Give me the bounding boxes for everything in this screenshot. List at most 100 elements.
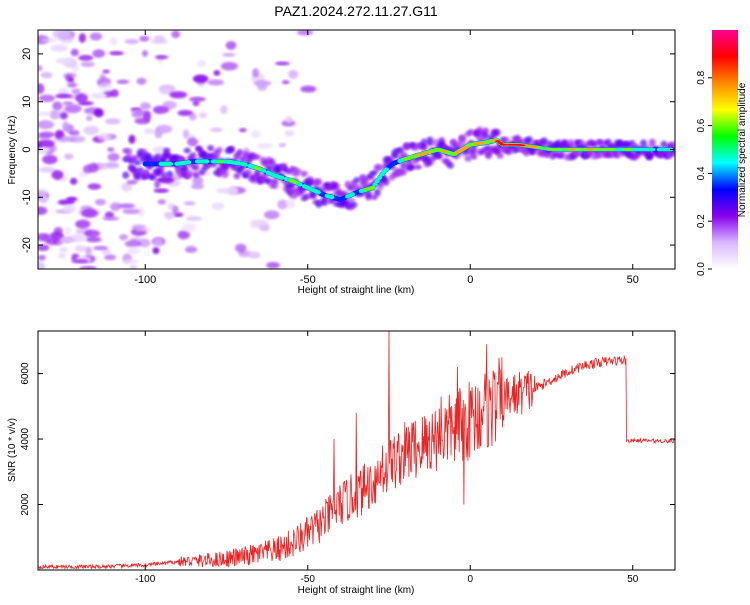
spectral-blob bbox=[408, 164, 416, 170]
spectral-blob bbox=[238, 128, 247, 133]
spectral-blob bbox=[82, 164, 93, 174]
spectral-blob bbox=[38, 260, 44, 269]
spectral-blob bbox=[127, 247, 141, 255]
spectral-blob bbox=[256, 81, 268, 91]
spectral-blob bbox=[285, 116, 293, 123]
spectral-blob bbox=[588, 148, 594, 151]
spectral-blob bbox=[89, 32, 103, 41]
spectral-blob bbox=[590, 140, 598, 147]
colorbar-ticks: 0.0 0.2 0.4 0.6 0.8 bbox=[696, 70, 712, 276]
spectral-blob bbox=[236, 148, 244, 156]
spectral-blob bbox=[403, 142, 411, 151]
spectral-blob bbox=[329, 194, 335, 200]
spectral-blob bbox=[133, 160, 141, 166]
spectral-blob bbox=[266, 262, 280, 269]
spectral-blob bbox=[520, 144, 526, 147]
x-tick-label: 50 bbox=[627, 274, 639, 286]
spectral-blob bbox=[649, 147, 656, 152]
spectral-blob bbox=[136, 207, 145, 217]
spectral-blob bbox=[177, 110, 194, 116]
spectral-blob bbox=[38, 233, 50, 242]
spectral-blob bbox=[109, 51, 124, 56]
snr-x-label: Height of straight line (km) bbox=[298, 585, 415, 596]
spectral-blob bbox=[627, 147, 633, 152]
spectral-blob bbox=[245, 168, 253, 176]
spectral-blob bbox=[373, 188, 381, 197]
spectrogram-y-ticks: -20 -10 0 10 20 bbox=[21, 48, 675, 253]
spectral-blob bbox=[221, 170, 229, 179]
spectral-blob bbox=[143, 128, 155, 135]
spectral-blob bbox=[65, 226, 72, 236]
snr-frame bbox=[37, 330, 676, 571]
spectral-blob bbox=[463, 145, 469, 149]
spectral-blob bbox=[177, 230, 190, 240]
spectral-blob bbox=[332, 182, 340, 190]
spectral-blob bbox=[288, 69, 299, 80]
spectral-blob bbox=[365, 193, 373, 201]
spectral-blob bbox=[160, 156, 168, 163]
spectral-blob bbox=[38, 111, 52, 116]
spectral-blob bbox=[376, 175, 383, 180]
spectral-blob bbox=[185, 160, 192, 165]
spectral-blob bbox=[284, 129, 295, 137]
spectral-blob bbox=[648, 142, 656, 148]
x-tick-label: 0 bbox=[467, 574, 473, 585]
x-tick-label: 0 bbox=[467, 274, 473, 286]
spectral-blob bbox=[172, 205, 179, 215]
spectral-blob bbox=[129, 264, 137, 269]
snr-y-label: SNR (10 * v/v) bbox=[7, 418, 18, 482]
snr-line bbox=[38, 331, 675, 570]
spectral-blob bbox=[65, 136, 77, 143]
spectral-blob bbox=[382, 177, 390, 186]
spectral-blob bbox=[79, 266, 98, 269]
spectral-blob bbox=[502, 143, 508, 146]
spectral-blob bbox=[400, 168, 408, 176]
spectral-blob bbox=[192, 171, 200, 179]
spectral-blob bbox=[131, 155, 139, 162]
spectral-blob bbox=[538, 146, 544, 150]
spectral-blob bbox=[426, 136, 434, 145]
spectral-blob bbox=[104, 254, 117, 261]
spectral-blob bbox=[370, 169, 378, 176]
spectral-blob bbox=[122, 208, 140, 215]
spectral-blob bbox=[251, 219, 269, 229]
spectral-blob bbox=[52, 101, 63, 111]
spectral-blob bbox=[102, 216, 120, 221]
spectral-blob bbox=[154, 128, 163, 139]
spectral-blob bbox=[166, 170, 174, 178]
spectral-blob bbox=[90, 92, 107, 100]
spectral-blob bbox=[59, 247, 69, 252]
spectral-blob bbox=[215, 146, 223, 154]
spectral-blob bbox=[251, 129, 261, 139]
spectral-blob bbox=[225, 40, 237, 50]
spectral-blob bbox=[204, 159, 210, 164]
spectral-blob bbox=[116, 79, 130, 85]
spectral-blob bbox=[315, 190, 321, 195]
spectral-blob bbox=[315, 178, 323, 186]
spectral-blob bbox=[125, 148, 133, 156]
spectral-blob bbox=[198, 112, 208, 119]
spectral-blob bbox=[71, 259, 89, 264]
spectral-blob bbox=[85, 246, 93, 256]
spectral-blob bbox=[157, 176, 175, 184]
spectral-blob bbox=[306, 176, 314, 184]
spectral-blob bbox=[188, 112, 197, 121]
spectrogram-blobs bbox=[38, 30, 675, 269]
spectral-blob bbox=[68, 129, 80, 136]
spectral-blob bbox=[187, 137, 199, 147]
spectral-blob bbox=[136, 77, 147, 85]
spectral-blob bbox=[196, 59, 206, 68]
spectral-blob bbox=[86, 115, 93, 122]
spectral-blob bbox=[38, 147, 49, 155]
spectral-blob bbox=[288, 187, 296, 195]
spectral-blob bbox=[101, 250, 112, 255]
snr-y-ticks: 2000 4000 6000 bbox=[20, 362, 675, 516]
spectral-blob bbox=[192, 74, 209, 84]
spectral-blob bbox=[142, 170, 150, 178]
spectral-blob bbox=[152, 237, 164, 248]
spectral-blob bbox=[556, 147, 562, 152]
spectral-blob bbox=[464, 155, 472, 162]
spectral-blob bbox=[467, 128, 475, 135]
spectral-blob bbox=[51, 170, 64, 180]
